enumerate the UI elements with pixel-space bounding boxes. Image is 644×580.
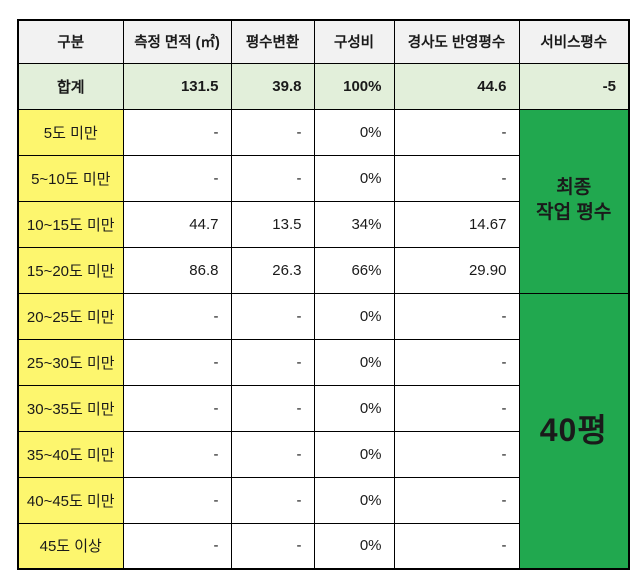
slope-range-label[interactable]: 5~10도 미만 <box>17 154 124 202</box>
composition-ratio-cell[interactable]: 34% <box>313 200 395 248</box>
table-row: 15~20도 미만 86.8 26.3 66% 29.90 <box>17 246 629 294</box>
measured-area-cell[interactable]: - <box>122 108 232 156</box>
pyeong-conversion-cell[interactable]: - <box>230 522 315 570</box>
measured-area-cell[interactable]: - <box>122 338 232 386</box>
measured-area-cell[interactable]: - <box>122 292 232 340</box>
pyeong-conversion-cell[interactable]: 13.5 <box>230 200 315 248</box>
slope-adjusted-cell[interactable]: 14.67 <box>393 200 520 248</box>
slope-adjusted-cell[interactable]: 29.90 <box>393 246 520 294</box>
slope-range-label[interactable]: 20~25도 미만 <box>17 292 124 340</box>
total-row: 합계 131.5 39.8 100% 44.6 -5 <box>17 62 630 110</box>
pyeong-conversion-cell[interactable]: - <box>230 476 315 524</box>
slope-area-table: 구분 측정 면적 (㎡) 평수변환 구성비 경사도 반영평수 서비스평수 합계 … <box>17 19 630 570</box>
slope-adjusted-cell[interactable]: - <box>393 338 520 386</box>
total-service-pyeong-cell[interactable]: -5 <box>518 62 630 110</box>
slope-range-label[interactable]: 40~45도 미만 <box>17 476 124 524</box>
composition-ratio-cell[interactable]: 0% <box>313 476 395 524</box>
table-row: 30~35도 미만 - - 0% - <box>17 384 629 432</box>
slope-adjusted-cell[interactable]: - <box>393 108 520 156</box>
total-pyeong-summary-cell[interactable]: 40평 <box>518 292 630 570</box>
composition-ratio-cell[interactable]: 66% <box>313 246 395 294</box>
table-row: 35~40도 미만 - - 0% - <box>17 430 629 478</box>
final-work-pyeong-line1: 최종 <box>556 177 592 199</box>
total-label-cell[interactable]: 합계 <box>17 62 124 110</box>
slope-adjusted-cell[interactable]: - <box>393 292 520 340</box>
total-pyeong-conversion-cell[interactable]: 39.8 <box>230 62 315 110</box>
table-row: 20~25도 미만 - - 0% - 40평 <box>17 292 630 570</box>
pyeong-conversion-cell[interactable]: - <box>230 154 315 202</box>
slope-range-label[interactable]: 15~20도 미만 <box>17 246 124 294</box>
pyeong-conversion-cell[interactable]: - <box>230 108 315 156</box>
composition-ratio-cell[interactable]: 0% <box>313 338 395 386</box>
measured-area-cell[interactable]: 44.7 <box>122 200 232 248</box>
table-row: 25~30도 미만 - - 0% - <box>17 338 629 386</box>
header-category[interactable]: 구분 <box>17 19 124 64</box>
measured-area-cell[interactable]: 86.8 <box>122 246 232 294</box>
slope-adjusted-cell[interactable]: - <box>393 384 520 432</box>
table-row: 40~45도 미만 - - 0% - <box>17 476 629 524</box>
slope-range-label[interactable]: 10~15도 미만 <box>17 200 124 248</box>
total-area-cell[interactable]: 131.5 <box>122 62 232 110</box>
table-row: 10~15도 미만 44.7 13.5 34% 14.67 <box>17 200 629 248</box>
header-slope-adjusted-pyeong[interactable]: 경사도 반영평수 <box>393 19 520 64</box>
pyeong-conversion-cell[interactable]: - <box>230 292 315 340</box>
total-ratio-cell[interactable]: 100% <box>313 62 395 110</box>
pyeong-conversion-cell[interactable]: - <box>230 338 315 386</box>
slope-range-label[interactable]: 35~40도 미만 <box>17 430 124 478</box>
pyeong-conversion-cell[interactable]: 26.3 <box>230 246 315 294</box>
table-row: 5~10도 미만 - - 0% - <box>17 154 629 202</box>
composition-ratio-cell[interactable]: 0% <box>313 108 395 156</box>
measured-area-cell[interactable]: - <box>122 384 232 432</box>
composition-ratio-cell[interactable]: 0% <box>313 154 395 202</box>
slope-range-label[interactable]: 5도 미만 <box>17 108 124 156</box>
measured-area-cell[interactable]: - <box>122 476 232 524</box>
measured-area-cell[interactable]: - <box>122 522 232 570</box>
slope-range-label[interactable]: 25~30도 미만 <box>17 338 124 386</box>
slope-adjusted-cell[interactable]: - <box>393 154 520 202</box>
slope-adjusted-cell[interactable]: - <box>393 522 520 570</box>
composition-ratio-cell[interactable]: 0% <box>313 522 395 570</box>
composition-ratio-cell[interactable]: 0% <box>313 384 395 432</box>
final-work-pyeong-line2: 작업 평수 <box>536 202 612 223</box>
measured-area-cell[interactable]: - <box>122 430 232 478</box>
composition-ratio-cell[interactable]: 0% <box>313 292 395 340</box>
header-service-pyeong[interactable]: 서비스평수 <box>518 19 630 64</box>
header-measured-area[interactable]: 측정 면적 (㎡) <box>122 19 232 64</box>
slope-adjusted-cell[interactable]: - <box>393 430 520 478</box>
slope-range-label[interactable]: 45도 이상 <box>17 522 124 570</box>
composition-ratio-cell[interactable]: 0% <box>313 430 395 478</box>
slope-range-label[interactable]: 30~35도 미만 <box>17 384 124 432</box>
table-row: 5도 미만 - - 0% - 최종 작업 평수 <box>17 108 630 294</box>
header-row: 구분 측정 면적 (㎡) 평수변환 구성비 경사도 반영평수 서비스평수 <box>17 19 630 64</box>
pyeong-conversion-cell[interactable]: - <box>230 384 315 432</box>
table-row: 45도 이상 - - 0% - <box>17 522 629 570</box>
slope-adjusted-cell[interactable]: - <box>393 476 520 524</box>
pyeong-conversion-cell[interactable]: - <box>230 430 315 478</box>
measured-area-cell[interactable]: - <box>122 154 232 202</box>
header-pyeong-conversion[interactable]: 평수변환 <box>230 19 315 64</box>
header-composition-ratio[interactable]: 구성비 <box>313 19 395 64</box>
final-work-pyeong-cell[interactable]: 최종 작업 평수 <box>518 108 630 294</box>
total-slope-adjusted-cell[interactable]: 44.6 <box>393 62 520 110</box>
